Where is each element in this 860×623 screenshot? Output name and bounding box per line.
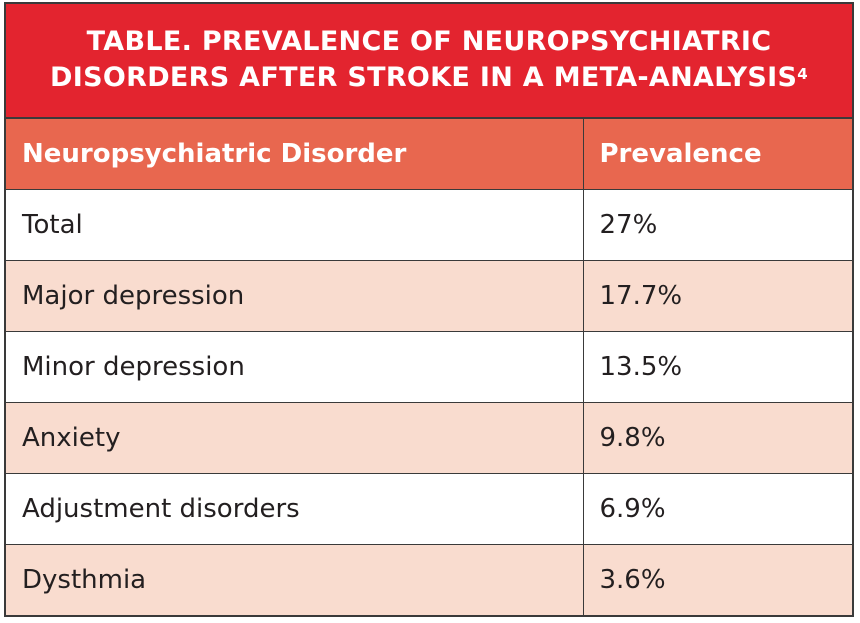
prevalence-cell: 9.8% (582, 401, 852, 473)
prevalence-cell: 6.9% (582, 472, 852, 544)
disorder-cell: Adjustment disorders (6, 472, 583, 544)
disorder-cell: Total (6, 188, 583, 260)
header-cell: Neuropsychiatric Disorder (6, 119, 583, 189)
disorder-cell: Minor depression (6, 330, 583, 402)
prevalence-cell: 17.7% (582, 259, 852, 331)
table-body: Total 27% Major depression 17.7% Minor depre… (6, 188, 852, 615)
prevalence-cell: 13.5% (582, 330, 852, 402)
footnote-ref: 4 (797, 65, 808, 83)
disorder-cell: Anxiety (6, 401, 583, 473)
prevalence-cell: 27% (582, 188, 852, 260)
header-cell: Prevalence (582, 119, 852, 189)
table-row: Total 27% (6, 188, 852, 260)
title-line-text: DISORDERS AFTER STROKE IN A META-ANALYSI… (50, 62, 798, 93)
prevalence-cell: 3.6% (582, 543, 852, 615)
header-row: Neuropsychiatric Disorder Prevalence (6, 119, 852, 189)
title-line: TABLE. PREVALENCE OF NEUROPSYCHIATRIC (86, 26, 772, 57)
table-row: Anxiety 9.8% (6, 401, 852, 473)
title-line: DISORDERS AFTER STROKE IN A META-ANALYSI… (6, 60, 852, 96)
table-row: Major depression 17.7% (6, 259, 852, 331)
table-row: Minor depression 13.5% (6, 330, 852, 402)
table-card: TABLE. PREVALENCE OF NEUROPSYCHIATRIC DI… (4, 2, 854, 617)
table-row: Dysthmia 3.6% (6, 543, 852, 615)
disorder-cell: Dysthmia (6, 543, 583, 615)
disorder-cell: Major depression (6, 259, 583, 331)
data-table: Neuropsychiatric Disorder Prevalence Tot… (6, 119, 852, 615)
table-row: Adjustment disorders 6.9% (6, 472, 852, 544)
table-title: TABLE. PREVALENCE OF NEUROPSYCHIATRIC DI… (6, 4, 852, 119)
